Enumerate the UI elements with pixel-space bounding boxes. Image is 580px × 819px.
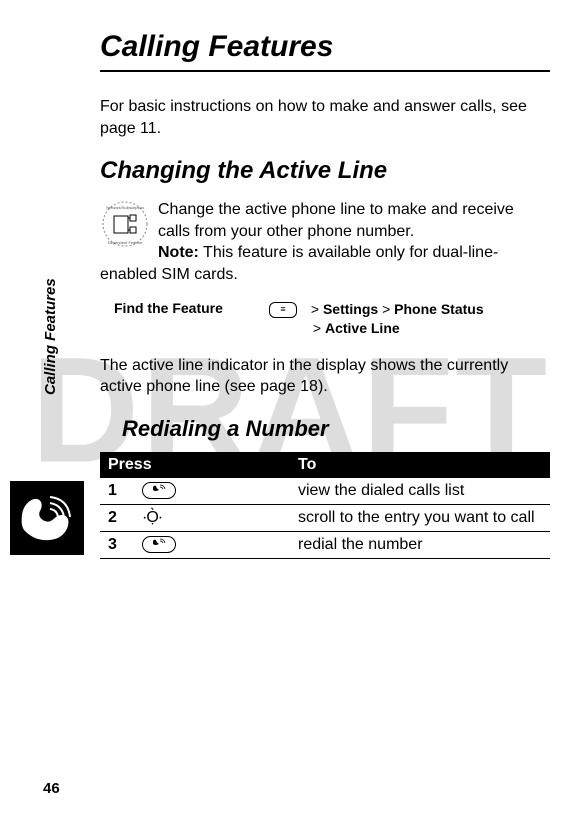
note-label: Note: <box>158 244 199 261</box>
intro-paragraph: For basic instructions on how to make an… <box>100 96 550 139</box>
section-heading-active-line: Changing the Active Line <box>100 157 550 185</box>
path-sep: > <box>313 320 325 336</box>
step-description: view the dialed calls list <box>290 478 550 505</box>
table-header-to: To <box>290 452 550 478</box>
path-sep: > <box>311 301 323 317</box>
network-subscription-icon: Network/Subscription Dependent Feature <box>100 199 150 249</box>
table-row: 2 ·Ọ̀· scroll to the entry you want to c… <box>100 504 550 531</box>
table-row: 3 redial the number <box>100 532 550 559</box>
step-number: 1 <box>100 478 134 505</box>
table-header-press: Press <box>100 452 290 478</box>
active-line-indicator-text: The active line indicator in the display… <box>100 355 550 398</box>
menu-path-line1: > Settings > Phone Status <box>311 301 484 317</box>
find-the-feature-row: Find the Feature ≡ > Settings > Phone St… <box>114 300 550 339</box>
path-active-line: Active Line <box>325 320 400 336</box>
step-number: 2 <box>100 504 134 531</box>
step-description: redial the number <box>290 532 550 559</box>
page-content: Calling Features For basic instructions … <box>0 0 580 819</box>
menu-path-line2: > Active Line <box>313 320 400 336</box>
path-sep: > <box>378 301 394 317</box>
feature-description-block: Network/Subscription Dependent Feature C… <box>100 199 550 285</box>
menu-key-icon: ≡ <box>269 302 297 318</box>
call-key-icon <box>142 536 176 553</box>
step-key: ·Ọ̀· <box>134 504 290 531</box>
table-row: 1 view the dialed calls list <box>100 478 550 505</box>
section1-text: Change the active phone line to make and… <box>158 201 514 240</box>
step-number: 3 <box>100 532 134 559</box>
find-the-feature-label: Find the Feature <box>114 300 269 339</box>
call-key-icon <box>142 482 176 499</box>
page-title: Calling Features <box>100 30 550 72</box>
path-settings: Settings <box>323 301 378 317</box>
svg-text:Dependent Feature: Dependent Feature <box>108 240 143 245</box>
svg-text:Network/Subscription: Network/Subscription <box>106 205 144 210</box>
find-the-feature-path: ≡ > Settings > Phone Status > Active Lin… <box>269 300 484 339</box>
nav-key-icon: ·Ọ̀· <box>142 509 162 526</box>
step-key <box>134 478 290 505</box>
step-key <box>134 532 290 559</box>
step-description: scroll to the entry you want to call <box>290 504 550 531</box>
redial-steps-table: Press To 1 view the dialed calls list 2 … <box>100 452 550 559</box>
section-heading-redialing: Redialing a Number <box>122 416 550 442</box>
path-phone-status: Phone Status <box>394 301 483 317</box>
